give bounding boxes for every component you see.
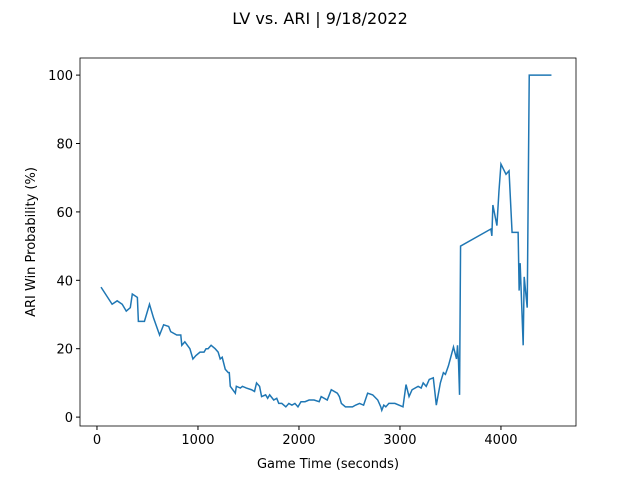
x-tick-label: 1000	[181, 433, 214, 448]
y-tick-label: 80	[56, 138, 73, 153]
x-tick-label: 3000	[383, 433, 416, 448]
y-tick-label: 40	[56, 274, 73, 289]
y-tick-label: 20	[56, 343, 73, 358]
x-tick-label: 2000	[282, 433, 315, 448]
y-tick-label: 100	[48, 69, 73, 84]
x-axis-label: Game Time (seconds)	[257, 457, 399, 472]
x-tick-label: 0	[93, 433, 101, 448]
chart-title: LV vs. ARI | 9/18/2022	[232, 9, 408, 28]
data-line	[100, 74, 552, 413]
y-tick-label: 0	[65, 411, 73, 426]
y-tick-label: 60	[56, 206, 73, 221]
plot-frame	[79, 57, 577, 427]
y-axis-label: ARI Win Probability (%)	[24, 167, 39, 317]
x-tick-label: 4000	[484, 433, 517, 448]
